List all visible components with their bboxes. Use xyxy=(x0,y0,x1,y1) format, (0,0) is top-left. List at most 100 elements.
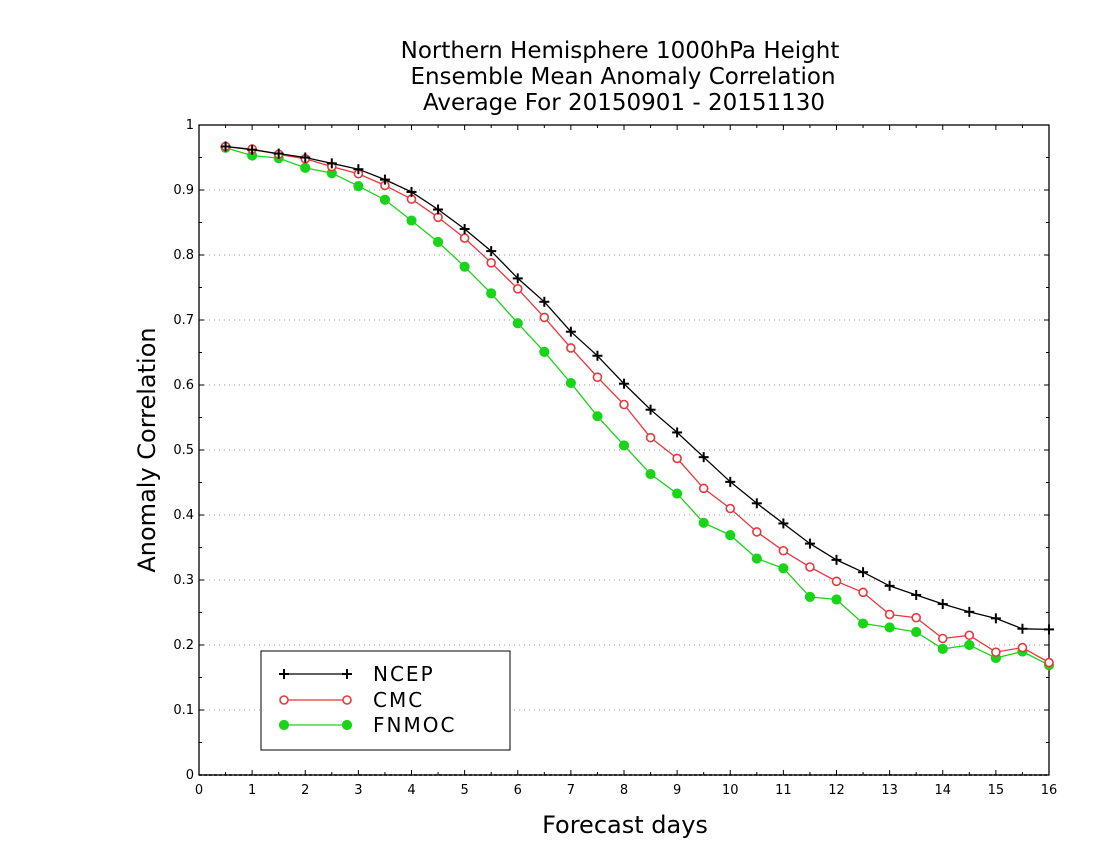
ncep-point xyxy=(486,246,497,257)
y-tick-label: 0.4 xyxy=(173,508,194,523)
cmc-point xyxy=(566,343,576,353)
ncep-point xyxy=(804,538,815,549)
fnmoc-point xyxy=(459,261,470,272)
fnmoc-point xyxy=(592,411,603,422)
y-tick-label: 0.5 xyxy=(173,443,194,458)
ncep-point xyxy=(937,599,948,610)
x-tick-label: 10 xyxy=(722,783,739,798)
x-tick-label: 4 xyxy=(407,783,415,798)
legend-marker xyxy=(342,669,352,679)
y-tick-label: 0.2 xyxy=(173,638,194,653)
x-tick-label: 16 xyxy=(1041,783,1058,798)
cmc-point xyxy=(539,312,550,323)
cmc-point xyxy=(911,612,921,623)
x-tick-label: 13 xyxy=(881,783,898,798)
cmc-point xyxy=(805,562,815,572)
x-tick-label: 8 xyxy=(620,783,628,798)
data-series xyxy=(220,141,1055,671)
ncep-point xyxy=(831,554,842,565)
fnmoc-point xyxy=(618,440,630,451)
fnmoc-point xyxy=(672,488,683,499)
legend-label-cmc: CMC xyxy=(373,688,424,712)
cmc-point xyxy=(991,647,1001,657)
fnmoc-line xyxy=(225,147,1050,666)
ncep-point xyxy=(645,404,656,415)
x-tick-label: 2 xyxy=(301,783,309,798)
y-tick-label: 0.3 xyxy=(173,573,194,588)
fnmoc-point xyxy=(831,594,842,605)
ncep-point xyxy=(592,350,603,361)
ncep-point xyxy=(698,452,709,463)
ncep-point xyxy=(512,273,523,284)
fnmoc-point xyxy=(565,377,576,389)
y-tick-label: 0.8 xyxy=(173,248,194,263)
cmc-point xyxy=(619,399,629,410)
x-tick-label: 3 xyxy=(354,783,362,798)
series-fnmoc xyxy=(220,142,1055,671)
legend-marker xyxy=(279,695,289,705)
cmc-point xyxy=(752,527,762,537)
y-tick-label: 0 xyxy=(186,768,194,783)
fnmoc-point xyxy=(645,468,656,480)
ncep-point xyxy=(778,518,789,529)
cmc-point xyxy=(884,609,895,620)
ncep-point xyxy=(725,476,736,487)
ncep-point xyxy=(459,224,470,234)
fnmoc-point xyxy=(432,236,444,248)
x-axis-title: Forecast days xyxy=(542,811,708,839)
ncep-point xyxy=(751,498,762,509)
y-tick-label: 0.6 xyxy=(173,378,194,393)
chart-title: Northern Hemisphere 1000hPa Height Ensem… xyxy=(401,38,840,116)
legend-item-ncep: NCEP xyxy=(279,662,435,686)
fnmoc-point xyxy=(698,517,709,528)
cmc-point xyxy=(725,503,736,514)
fnmoc-point xyxy=(486,288,497,299)
legend-marker xyxy=(278,719,290,731)
x-tick-label: 14 xyxy=(934,783,951,798)
fnmoc-point xyxy=(751,553,762,564)
ncep-point xyxy=(220,141,231,152)
ncep-point xyxy=(247,144,258,155)
x-tick-label: 6 xyxy=(514,783,522,798)
ncep-point xyxy=(326,158,337,169)
cmc-point xyxy=(778,545,789,556)
fnmoc-point xyxy=(300,162,311,173)
ncep-point xyxy=(990,613,1001,624)
y-axis-title: Anomaly Correlation xyxy=(133,327,161,572)
ncep-point xyxy=(911,589,922,600)
ncep-point xyxy=(1017,623,1028,634)
legend-marker xyxy=(342,695,352,705)
cmc-point xyxy=(645,432,656,443)
y-axis-ticks: 0 0.1 0.2 0.3 0.4 0.5 0.6 0.7 0.8 0.9 1 xyxy=(173,118,1049,783)
fnmoc-point xyxy=(539,346,550,357)
ncep-point xyxy=(300,152,311,163)
cmc-line xyxy=(225,145,1050,664)
fnmoc-point xyxy=(725,530,736,541)
y-tick-label: 0.9 xyxy=(173,183,194,198)
legend-label-ncep: NCEP xyxy=(373,662,435,686)
ncep-point xyxy=(884,580,895,591)
fnmoc-point xyxy=(937,643,948,655)
cmc-point xyxy=(512,283,523,294)
fnmoc-point xyxy=(884,622,895,633)
cmc-point xyxy=(698,483,709,494)
ncep-line xyxy=(225,145,1050,631)
y-tick-label: 1 xyxy=(186,118,194,133)
cmc-point xyxy=(858,587,868,598)
ncep-point xyxy=(379,174,390,185)
fnmoc-point xyxy=(857,618,869,629)
cmc-point xyxy=(831,576,842,587)
cmc-point xyxy=(592,372,603,383)
x-tick-label: 5 xyxy=(460,783,468,798)
x-tick-label: 11 xyxy=(775,783,792,798)
ncep-point xyxy=(1044,624,1054,635)
title-line-3: Average For 20150901 - 20151130 xyxy=(423,90,825,116)
fnmoc-point xyxy=(379,194,391,205)
ncep-point xyxy=(858,567,869,578)
cmc-point xyxy=(1044,657,1054,668)
cmc-point xyxy=(1017,642,1028,653)
series-ncep xyxy=(220,141,1054,635)
x-axis-ticks: 0 1 2 3 4 5 6 7 8 9 10 11 12 13 14 15 16 xyxy=(195,125,1057,798)
title-line-2: Ensemble Mean Anomaly Correlation xyxy=(410,64,835,90)
